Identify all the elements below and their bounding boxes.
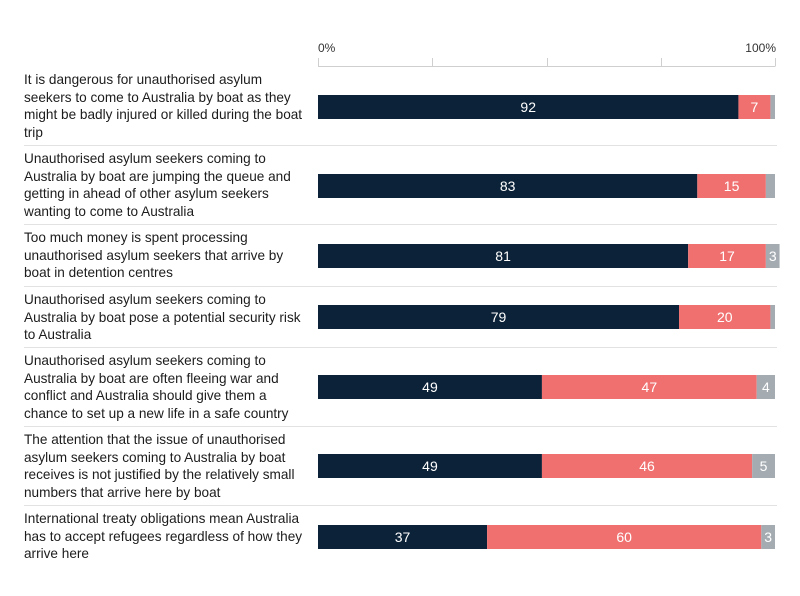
bar-segment-2 [679,305,771,329]
bar-value-label: 3 [764,529,772,545]
bar-segment-3 [765,174,775,198]
bar-value-label: 3 [769,248,777,264]
bar-segment-1 [318,95,739,119]
bar-segment-3 [770,305,775,329]
bar-value-label: 79 [491,309,507,325]
bar-segment-1 [318,244,689,268]
x-tick-label: 0% [318,41,336,55]
bar-segment-1 [318,454,542,478]
bar-value-label: 81 [495,248,511,264]
bar-segment-2 [738,95,771,119]
bar-segment-2 [541,454,753,478]
bar-value-label: 49 [422,379,438,395]
bar-segment-1 [318,375,542,399]
bar-value-label: 49 [422,458,438,474]
bar-value-label: 20 [717,309,733,325]
bar-segment-3 [752,454,775,478]
bar-value-label: 47 [642,379,658,395]
bar-segment-3 [761,525,775,549]
category-label: Too much money is spent processing unaut… [24,230,284,281]
bar-segment-2 [697,174,766,198]
category-label: Unauthorised asylum seekers coming to Au… [24,292,301,343]
bar-segment-3 [765,244,780,268]
bar-value-label: 60 [616,529,632,545]
category-label: Unauthorised asylum seekers coming to Au… [24,151,291,219]
category-label: Unauthorised asylum seekers coming to Au… [24,353,289,421]
bar-segment-1 [318,305,680,329]
category-label: The attention that the issue of unauthor… [24,432,295,500]
bar-value-label: 7 [751,99,759,115]
bar-value-label: 17 [719,248,735,264]
category-label: International treaty obligations mean Au… [24,511,303,562]
bar-segment-2 [487,525,762,549]
bar-value-label: 4 [762,379,770,395]
bar-value-label: 5 [760,458,768,474]
category-label: It is dangerous for unauthorised asylum … [24,72,303,140]
bar-segment-1 [318,174,698,198]
bar-value-label: 83 [500,178,516,194]
bar-value-label: 46 [639,458,655,474]
bar-value-label: 15 [724,178,740,194]
bar-value-label: 37 [395,529,411,545]
bar-segment-2 [688,244,766,268]
bar-value-label: 92 [520,99,536,115]
bar-segment-3 [770,95,775,119]
bar-segment-2 [541,375,757,399]
x-tick-label: 100% [745,41,776,55]
bar-segment-3 [756,375,775,399]
bar-segment-1 [318,525,488,549]
